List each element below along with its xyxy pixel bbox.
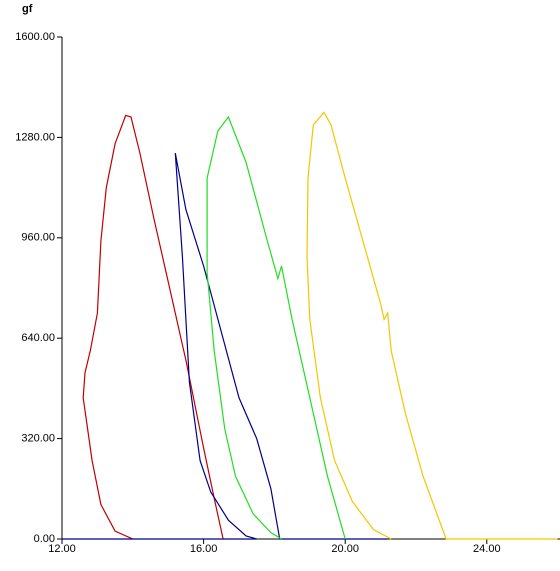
y-tick-label: 960.00 — [21, 232, 55, 244]
data-line — [306, 111, 558, 540]
y-tick-label: 1280.00 — [15, 131, 55, 143]
x-tick-label: 16.00 — [190, 543, 218, 555]
y-tick-label: 0.00 — [34, 533, 55, 545]
y-tick-label: 320.00 — [21, 433, 55, 445]
x-tick-label: 20.00 — [331, 543, 359, 555]
x-tick-label: 12.00 — [48, 543, 76, 555]
data-line — [206, 115, 346, 540]
y-tick-label: 640.00 — [21, 332, 55, 344]
y-axis-label: gf — [22, 3, 33, 15]
y-tick-label: 1600.00 — [15, 31, 55, 43]
data-line — [82, 114, 224, 540]
x-tick-label: 24.00 — [473, 543, 501, 555]
data-line — [62, 152, 388, 540]
